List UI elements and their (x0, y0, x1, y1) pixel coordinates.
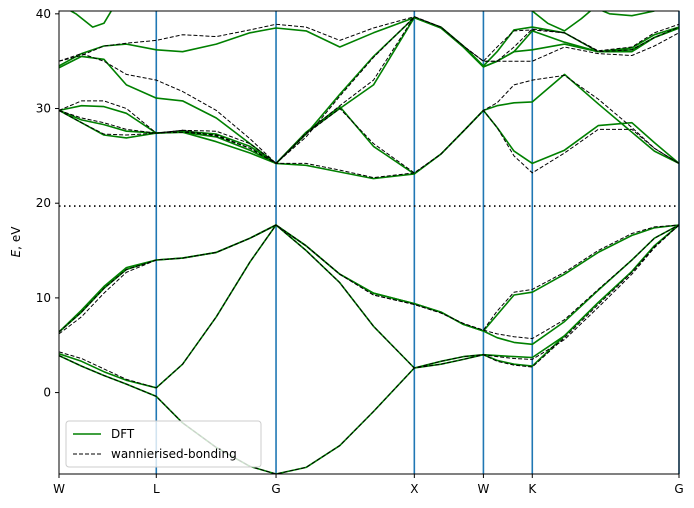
x-tick-label: G (271, 482, 280, 496)
legend: DFT wannierised-bonding (65, 420, 262, 468)
x-tick-label: K (528, 482, 537, 496)
y-tick-label: 10 (36, 291, 51, 305)
y-tick-label: 0 (43, 386, 51, 400)
x-tick-label: G (674, 482, 683, 496)
legend-box (65, 420, 262, 468)
y-tick-label: 30 (36, 102, 51, 116)
band-line (600, 11, 655, 17)
band-line (59, 73, 679, 175)
x-tick-label: L (153, 482, 160, 496)
wannier-band-lines (59, 16, 679, 474)
legend-dft-label: DFT (111, 427, 135, 441)
y-axis-label-unit: , eV (9, 226, 23, 250)
y-axis-label: E, eV (9, 226, 23, 258)
band-line (59, 74, 679, 174)
y-axis-label-symbol: E (9, 249, 23, 257)
legend-wannier-label: wannierised-bonding (111, 447, 237, 461)
band-line (59, 224, 679, 389)
band-line (59, 224, 679, 333)
band-line (59, 109, 679, 179)
y-tick-label: 20 (36, 196, 51, 210)
band-line (59, 16, 679, 164)
band-line (59, 16, 679, 165)
band-line (59, 224, 679, 474)
y-axis-ticks: 0 10 20 30 40 (36, 7, 59, 400)
band-line (531, 11, 592, 32)
x-tick-label: X (410, 482, 418, 496)
y-tick-label: 40 (36, 7, 51, 21)
x-tick-label: W (53, 482, 65, 496)
plot-frame (58, 10, 680, 475)
band-line (69, 11, 113, 28)
band-line (59, 224, 679, 333)
x-tick-label: W (477, 482, 489, 496)
band-line (59, 16, 679, 62)
